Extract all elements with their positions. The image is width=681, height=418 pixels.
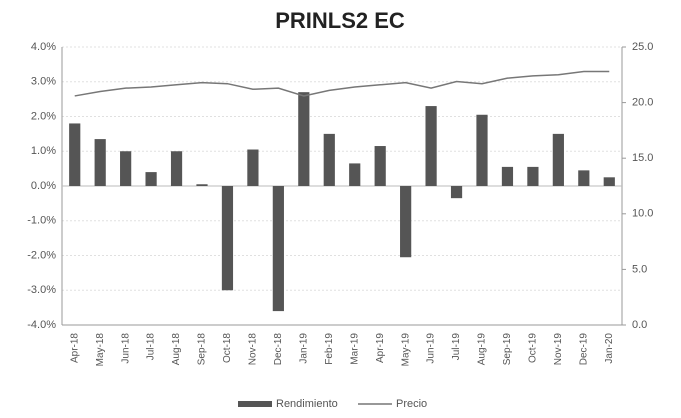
bar xyxy=(120,151,132,186)
y-tick-label: -2.0% xyxy=(27,249,56,261)
y2-tick-label: 20.0 xyxy=(632,97,653,109)
bar xyxy=(527,166,539,186)
x-tick-label: Dec-19 xyxy=(578,333,589,366)
bar xyxy=(145,172,157,186)
bar xyxy=(374,146,386,186)
x-tick-label: Jan-19 xyxy=(298,333,309,364)
y2-tick-label: 10.0 xyxy=(632,208,653,220)
y-tick-label: -3.0% xyxy=(27,284,56,296)
bar xyxy=(298,92,310,186)
bar xyxy=(450,186,463,199)
bar xyxy=(272,186,284,312)
y2-tick-label: 5.0 xyxy=(632,263,647,275)
bar xyxy=(221,186,234,291)
y-tick-label: 2.0% xyxy=(31,110,56,122)
y-tick-label: 1.0% xyxy=(31,145,56,157)
x-tick-label: Sep-18 xyxy=(197,333,208,366)
bar xyxy=(552,133,564,186)
bar xyxy=(170,151,183,186)
bar xyxy=(69,123,81,186)
bar xyxy=(94,139,106,186)
bar xyxy=(247,149,259,186)
bar xyxy=(476,114,488,186)
x-tick-label: Feb-19 xyxy=(324,333,335,365)
x-tick-label: Jun-18 xyxy=(120,333,131,364)
x-tick-label: May-19 xyxy=(400,333,411,367)
bar xyxy=(400,186,412,258)
legend-label: Rendimiento xyxy=(276,398,338,410)
y2-tick-label: 25.0 xyxy=(632,41,653,53)
y-tick-label: 0.0% xyxy=(31,180,56,192)
x-tick-label: Aug-18 xyxy=(171,333,182,366)
y-tick-label: -4.0% xyxy=(27,319,56,331)
y2-tick-label: 15.0 xyxy=(632,152,653,164)
y-tick-label: -1.0% xyxy=(27,215,56,227)
x-tick-label: Jul-18 xyxy=(146,333,157,361)
bar xyxy=(323,133,335,186)
line xyxy=(74,70,610,97)
x-tick-label: Dec-18 xyxy=(273,333,284,366)
x-tick-label: Sep-19 xyxy=(502,333,513,366)
legend-label: Precio xyxy=(396,398,427,410)
bar xyxy=(501,166,514,186)
x-tick-label: Jan-20 xyxy=(604,333,615,364)
x-tick-label: Apr-18 xyxy=(69,333,80,363)
x-tick-label: Nov-19 xyxy=(553,333,564,366)
bar xyxy=(196,184,208,186)
x-tick-label: May-18 xyxy=(95,333,106,367)
y2-tick-label: 0.0 xyxy=(632,319,647,331)
bar xyxy=(603,177,615,186)
bar xyxy=(425,106,437,186)
x-tick-label: Mar-19 xyxy=(349,333,360,365)
legend-swatch xyxy=(238,401,272,407)
x-tick-label: Nov-18 xyxy=(248,333,259,366)
x-tick-label: Jul-19 xyxy=(451,333,462,361)
x-tick-label: Apr-19 xyxy=(375,333,386,363)
x-tick-label: Oct-19 xyxy=(528,333,539,363)
chart-title: PRINLS2 EC xyxy=(275,8,405,33)
y-tick-label: 3.0% xyxy=(31,76,56,88)
y-tick-label: 4.0% xyxy=(31,41,56,53)
bar xyxy=(349,163,361,186)
x-tick-label: Jun-19 xyxy=(426,333,437,364)
bar xyxy=(578,170,590,186)
x-tick-label: Oct-18 xyxy=(222,333,233,363)
x-tick-label: Aug-19 xyxy=(477,333,488,366)
